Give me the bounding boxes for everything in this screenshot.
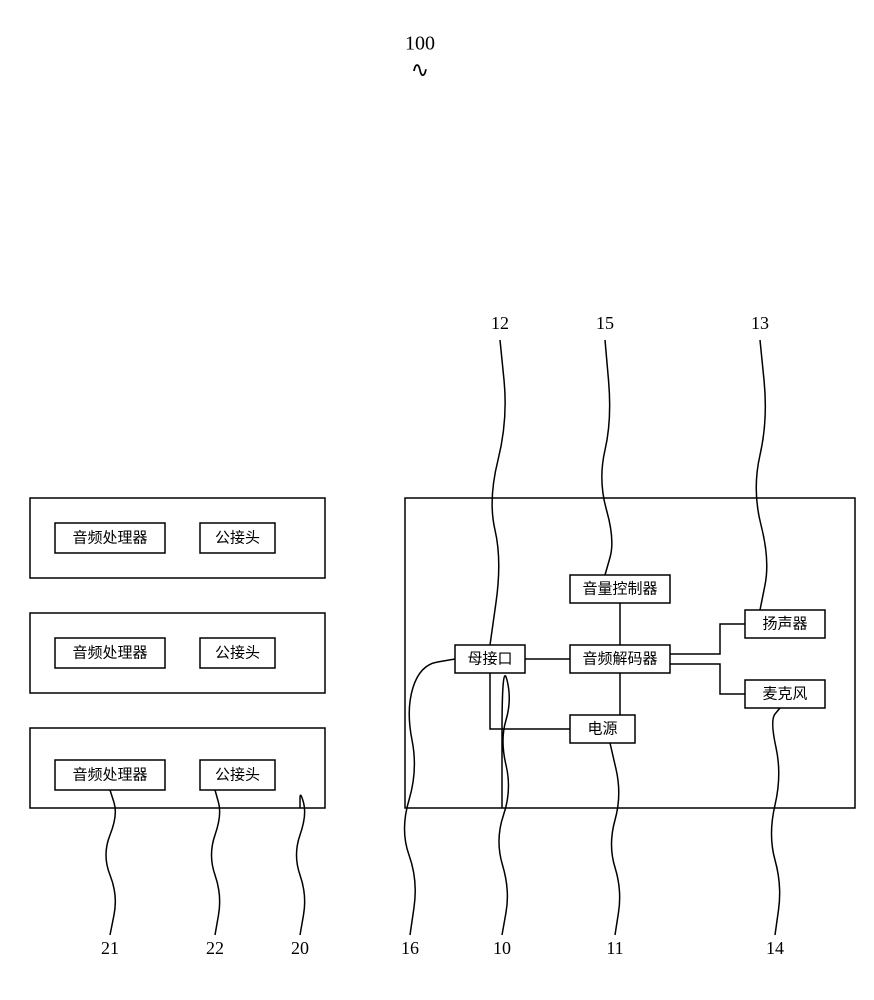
figure-number: 100 xyxy=(405,33,435,55)
leader-20 xyxy=(297,795,305,935)
male-connector-label-0: 公接头 xyxy=(215,529,260,546)
ref-14: 14 xyxy=(766,938,784,958)
ref-20: 20 xyxy=(291,938,309,958)
ref-13: 13 xyxy=(751,313,769,333)
speaker-label: 扬声器 xyxy=(762,614,807,632)
volume-label: 音量控制器 xyxy=(582,580,657,597)
ref-11: 11 xyxy=(606,938,623,958)
ref-10: 10 xyxy=(493,938,511,958)
ref-15: 15 xyxy=(596,313,614,333)
audio-processor-label-1: 音频处理器 xyxy=(72,644,147,661)
female_port-label: 母接口 xyxy=(467,650,512,667)
power-label: 电源 xyxy=(587,720,617,737)
leader-22 xyxy=(212,790,220,935)
tilde-icon: ∿ xyxy=(411,57,429,82)
audio-processor-label-0: 音频处理器 xyxy=(72,529,147,546)
ref-16: 16 xyxy=(401,938,419,958)
decoder-label: 音频解码器 xyxy=(582,650,657,667)
audio-processor-label-2: 音频处理器 xyxy=(72,766,147,783)
leader-21 xyxy=(106,790,115,935)
mic-label: 麦克风 xyxy=(762,685,807,702)
male-connector-label-1: 公接头 xyxy=(215,644,260,661)
male-connector-label-2: 公接头 xyxy=(215,766,260,783)
ref-22: 22 xyxy=(206,938,224,958)
ref-12: 12 xyxy=(491,313,509,333)
ref-21: 21 xyxy=(101,938,119,958)
